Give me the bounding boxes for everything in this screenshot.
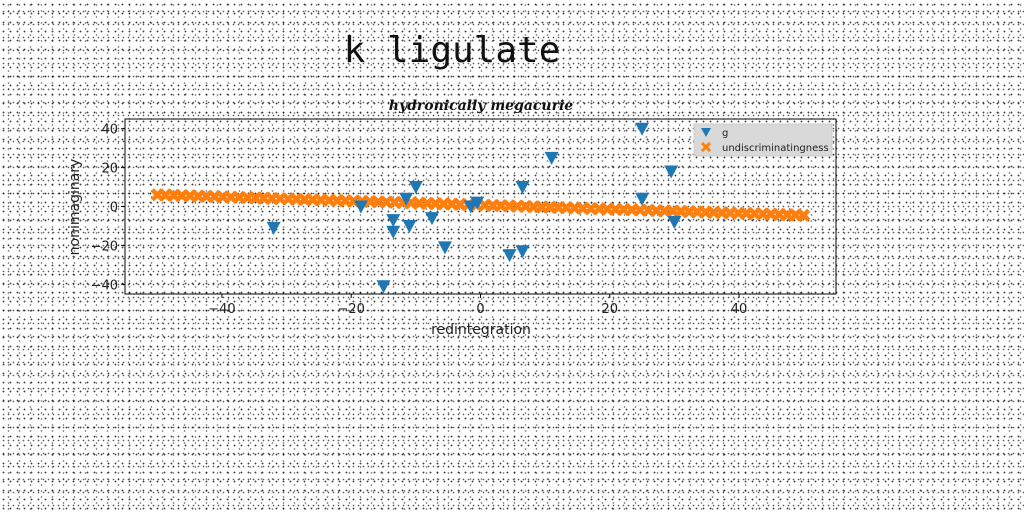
y-tick-label: −40 [91, 278, 118, 293]
point-g [667, 216, 682, 230]
point-g [544, 151, 559, 165]
point-g [399, 192, 414, 206]
legend-box [693, 123, 833, 157]
x-axis-label: redintegration [431, 322, 531, 338]
legend-label-undiscriminatingness: undiscriminatingness [722, 143, 829, 154]
y-tick-label: −20 [91, 239, 118, 254]
point-g [470, 196, 485, 210]
point-g [408, 181, 423, 195]
x-tick-label: −20 [338, 302, 365, 317]
y-tick-label: 40 [101, 123, 118, 138]
point-g [515, 181, 530, 195]
legend: g undiscriminatingness [693, 123, 833, 157]
chart-title: hydronically megacurie [389, 98, 574, 114]
y-axis-label: nonimaginary [67, 159, 83, 256]
point-g [515, 245, 530, 259]
y-tick-label: 20 [101, 162, 118, 177]
x-tick-label: 40 [731, 302, 748, 317]
legend-marker-undiscriminatingness [700, 141, 712, 153]
y-tick-label: 0 [110, 201, 118, 216]
x-tick-label: 0 [476, 302, 484, 317]
x-tick-label: −40 [208, 302, 235, 317]
page-title: k ligulate [343, 30, 561, 71]
point-g [437, 241, 452, 255]
legend-marker-g [701, 128, 711, 137]
point-g [425, 212, 440, 226]
point-g [376, 280, 391, 294]
point-g [386, 214, 401, 228]
point-g [664, 165, 679, 179]
point-g [386, 225, 401, 239]
x-tick-label: 20 [601, 302, 618, 317]
point-g [353, 200, 368, 214]
point-g [266, 221, 281, 235]
point-undiscriminatingness [797, 208, 811, 222]
point-g [635, 192, 650, 206]
point-g [635, 122, 650, 136]
point-g [502, 249, 517, 263]
data-marks [150, 122, 811, 294]
axis-ticks: −40 −20 0 20 40 −40 −20 0 20 40 [91, 123, 748, 317]
legend-label-g: g [722, 128, 728, 139]
point-g [402, 219, 417, 233]
